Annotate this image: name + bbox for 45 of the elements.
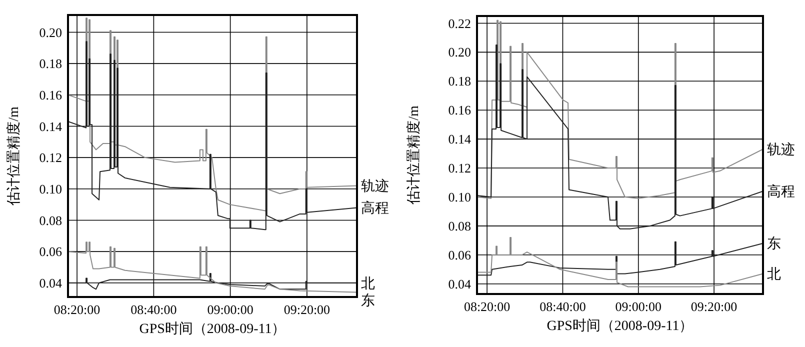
x-tick-label: 09:00:00 (207, 302, 254, 317)
x-tick-label: 09:20:00 (284, 302, 330, 317)
series-label: 轨迹 (767, 142, 795, 158)
y-tick-label: 0.06 (39, 244, 62, 260)
series-label: 轨迹 (361, 178, 389, 195)
y-tick-label: 0.16 (39, 87, 62, 102)
series-label: 北 (767, 266, 781, 283)
series-label: 高程 (361, 200, 389, 217)
y-tick-label: 0.10 (448, 190, 471, 205)
series-label: 北 (361, 276, 375, 292)
y-axis-title: 估计位置精度/m (6, 106, 22, 206)
x-axis-title: GPS时间（2008-09-11） (139, 321, 286, 337)
y-tick-label: 0.18 (39, 56, 62, 72)
line-series (68, 273, 357, 290)
y-tick-label: 0.20 (448, 44, 471, 60)
series-label: 东 (767, 236, 781, 252)
y-tick-label: 0.04 (448, 276, 472, 292)
line-series (477, 44, 763, 230)
y-tick-label: 0.10 (39, 181, 62, 196)
line-series (68, 41, 357, 230)
y-tick-label: 0.14 (448, 132, 472, 147)
line-series (477, 237, 763, 288)
y-tick-label: 0.12 (39, 150, 62, 166)
y-tick-label: 0.04 (39, 275, 62, 290)
y-tick-label: 0.08 (39, 212, 62, 228)
y-tick-label: 0.08 (448, 218, 471, 234)
y-tick-label: 0.16 (448, 102, 472, 118)
y-tick-label: 0.20 (39, 24, 62, 40)
series-label: 高程 (767, 184, 795, 200)
y-axis-title: 估计位置精度/m (406, 106, 422, 206)
x-tick-label: 08:20:00 (54, 302, 100, 317)
x-tick-label: 09:20:00 (690, 299, 738, 314)
x-tick-label: 08:40:00 (540, 299, 586, 314)
x-tick-label: 09:00:00 (615, 299, 662, 314)
line-series (477, 241, 763, 276)
line-series (68, 242, 357, 293)
y-tick-label: 0.18 (448, 74, 471, 89)
x-tick-label: 08:20:00 (464, 299, 510, 314)
x-tick-label: 08:40:00 (130, 302, 177, 317)
x-axis-title: GPS时间（2008-09-11） (546, 318, 694, 334)
y-tick-label: 0.14 (39, 118, 62, 134)
y-tick-label: 0.06 (448, 247, 472, 262)
y-tick-label: 0.22 (448, 16, 471, 31)
y-tick-label: 0.12 (448, 160, 471, 176)
series-label: 东 (361, 292, 375, 309)
